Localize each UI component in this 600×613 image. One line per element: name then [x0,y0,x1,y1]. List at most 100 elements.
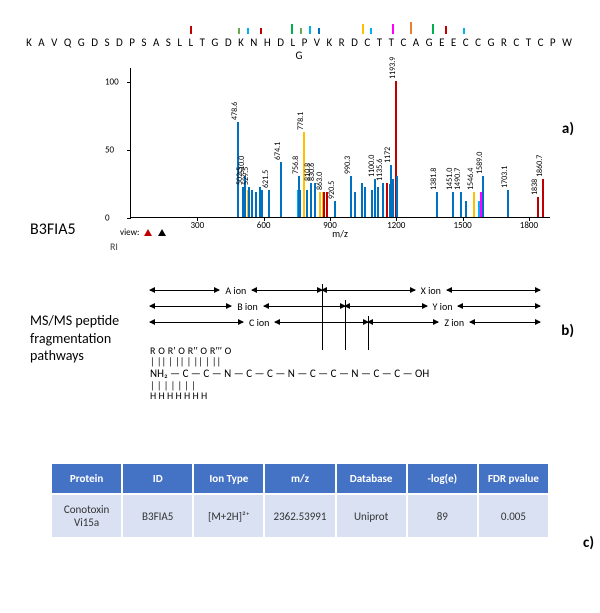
x-tick-mark [463,217,464,221]
sequence-tick [238,28,240,34]
spectrum-peak [473,192,475,217]
sequence-tick [463,28,465,34]
peak-label: 1589.0 [475,152,485,174]
sequence-tick [309,26,311,34]
ion-label-right: X ion [415,284,447,297]
fragmentation-label: MS/MS peptide fragmentation pathways [30,312,140,365]
x-tick-mark [330,217,331,221]
ion-arrow [345,306,427,307]
y-tick-mark [127,218,131,219]
sequence-tick [410,22,412,34]
ion-arrow [150,290,219,291]
peak-label: 1838 [530,178,540,194]
backbone-h-row: H H H H H H H [150,389,207,402]
peak-label: 529.5 [241,167,251,185]
spectrum-peak [255,192,257,217]
spectrum-peak [374,179,376,217]
table-cell: 0.005 [478,494,549,538]
cleavage-line-a [322,284,323,350]
spectrum-peak [268,190,270,217]
peak-label: 756.8 [291,156,301,174]
spectrum-peak [299,190,301,217]
spectrum-peak [261,190,263,217]
spectrum-peak [452,192,454,217]
sequence-tick [247,28,249,34]
spectrum-peak [319,192,321,217]
peak-label: 1860.7 [535,155,545,177]
sequence-tick [190,26,192,34]
cleavage-line-b [345,300,346,350]
table-header: FDR pvalue [478,463,549,494]
table-cell: 2362.53991 [264,494,335,538]
spectrum-label: B3FIA5 [30,220,76,239]
panel-a: K A V Q G D S D P S A S L L T G D K N H … [20,20,580,238]
peptide-sequence: K A V Q G D S D P S A S L L T G D K N H … [20,36,580,62]
y-tick-mark [127,82,131,83]
peak-label: 478.6 [230,101,240,119]
spectrum-peak [392,179,394,217]
ion-label-right: Z ion [438,316,470,329]
y-axis-label: RI [110,240,118,253]
spectrum-peak [542,179,544,217]
spectrum-peak [537,197,539,217]
table-header: Ion Type [193,463,264,494]
table-row: Conotoxin Vi15aB3FIA5[M+2H]²⁺2362.53991U… [51,494,549,538]
spectrum-peak [259,187,261,217]
ion-arrow [150,322,243,323]
x-tick-label: 300 [190,220,204,231]
sequence-tick [291,24,293,34]
spectrum-peak [361,183,363,217]
spectrum-peak [382,183,384,217]
peak-label: 920.5 [327,180,337,198]
x-tick-label: 1800 [520,220,538,231]
tri-2-icon [158,229,166,236]
peak-label: 990.3 [343,156,353,174]
ion-arrow [264,306,345,307]
peak-label: 1193.9 [388,56,398,78]
sequence-tick [318,28,320,34]
y-tick-label: 0 [105,213,110,224]
peak-label: 1381.8 [429,168,439,190]
spectrum-peak [436,192,438,217]
peak-label: 1703.1 [500,165,510,187]
table-cell: B3FIA5 [122,494,193,538]
view-control: view: [120,227,166,238]
ion-arrow [470,322,540,323]
peak-label: 863.0 [315,172,325,190]
spectrum-peak [251,190,253,217]
spectrum-peak [310,183,312,217]
spectrum-peak [460,192,462,217]
sequence-tick-row [80,20,520,34]
x-tick-mark [396,217,397,221]
table-header: Database [336,463,407,494]
panel-c-letter: c) [583,534,594,552]
spectrum-peak [377,187,379,217]
ion-arrow [458,306,540,307]
y-tick-label: 100 [105,76,119,87]
x-tick-mark [529,217,530,221]
spectrum-peak [334,201,336,217]
sequence-tick [260,28,262,34]
peak-label: 674.1 [273,142,283,160]
table-header: -log(e) [407,463,478,494]
ion-label-left: A ion [219,284,252,297]
spectrum-peak [396,176,398,217]
ion-label-left: C ion [243,316,275,329]
spectrum-peak [350,176,352,217]
x-tick-label: 600 [257,220,271,231]
panel-c: c) ProteinIDIon Typem/zDatabase-log(e)FD… [20,462,580,539]
spectrum-peak [364,187,366,217]
cleavage-line-c [368,316,369,350]
ion-label-right: Y ion [427,300,459,313]
ion-row: A ion X ion [150,282,540,298]
spectrum-peak [507,190,509,217]
spectrum-peak [371,190,373,217]
spectrum-peak [306,190,308,217]
x-tick-mark [264,217,265,221]
table-header: ID [122,463,193,494]
ion-arrow [150,306,231,307]
fragmentation-diagram: A ionX ionB ionY ionC ionZ ion R O R′ O … [150,282,540,422]
mass-spectrum-chart: 050100300600900120015001800478.6502.5510… [130,68,550,238]
ion-arrow [368,322,438,323]
panel-b-letter: b) [561,322,574,340]
